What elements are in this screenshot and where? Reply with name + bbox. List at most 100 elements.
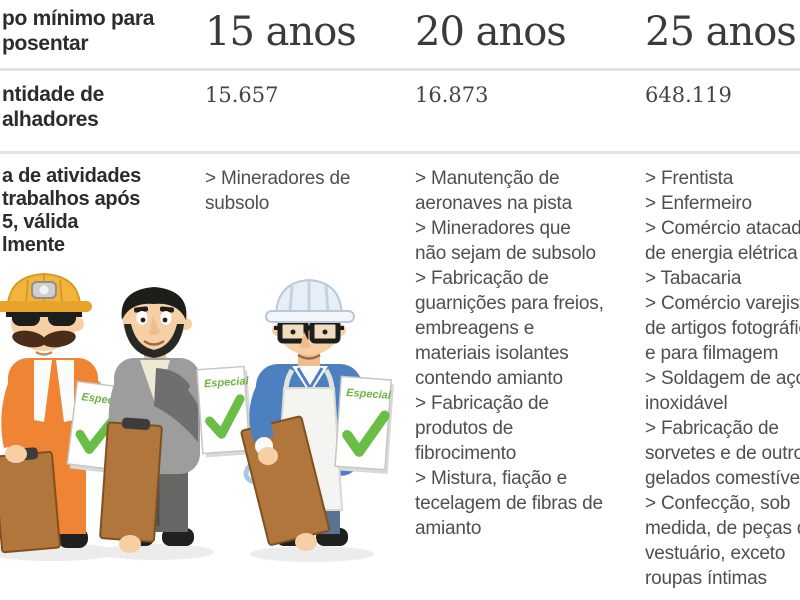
shadow [250, 546, 374, 562]
activity-item: > Soldagem de aço inoxidável [645, 366, 800, 416]
workers-count: 648.119 [645, 83, 732, 107]
activity-line: guarnições para freios, [415, 293, 604, 314]
inspector-worker-illustration: Especial [98, 287, 254, 560]
activity-item: > Frentista [645, 166, 800, 191]
activity-line: aeronaves na pista [415, 193, 572, 214]
shoe [162, 528, 194, 546]
activity-item: > Enfermeiro [645, 191, 800, 216]
activity-item: > Mineradores que não sejam de subsolo [415, 216, 604, 266]
activity-line: > Mineradores que [415, 218, 571, 239]
certificate: Especial [334, 375, 394, 474]
workers-count: 15.657 [205, 83, 279, 107]
clipboard [99, 417, 163, 543]
activity-line: > Mineradores de [205, 168, 351, 189]
activity-line: roupas íntimas [645, 568, 767, 589]
activity-line: de energia elétrica [645, 243, 798, 264]
activity-line: > Confecção, sob [645, 493, 791, 514]
activity-line: > Enfermeiro [645, 193, 752, 214]
activity-line: subsolo [205, 193, 270, 214]
activity-line: embreagens e [415, 318, 535, 339]
activity-line: não sejam de subsolo [415, 243, 596, 264]
activity-item: > Confecção, sob medida, de peças de ves… [645, 491, 800, 591]
mustache [12, 330, 76, 348]
sunglasses-icon [6, 308, 82, 326]
checkmark-icon [75, 413, 119, 454]
hand [5, 445, 27, 463]
certificate-label: Especial [346, 387, 392, 402]
label-line: a de atividades [2, 165, 141, 187]
eyebrow [159, 306, 174, 313]
activity-line: > Manutenção de [415, 168, 560, 189]
activity-line: vestuário, exceto [645, 543, 786, 564]
workers-count: 16.873 [415, 83, 489, 107]
nose [149, 316, 160, 336]
activity-line: > Comércio atacadista [645, 218, 800, 239]
activity-line: tecelagem de fibras de [415, 493, 603, 514]
activity-line: inoxidável [645, 393, 728, 414]
activity-line: > Frentista [645, 168, 734, 189]
mouth [35, 350, 53, 356]
divider-line [0, 68, 800, 71]
row-label-activities-list: a de atividades trabalhos após 5, válida… [2, 165, 141, 257]
column-header-15-anos: 15 anos [205, 9, 357, 55]
activity-line: > Comércio varejista [645, 293, 800, 314]
activity-line: > Fabricação de [645, 418, 779, 439]
activity-item: > Comércio varejista de artigos fotográf… [645, 291, 800, 366]
activity-item: > Fabricação de produtos de fibrocimento [415, 391, 604, 466]
activity-line: > Tabacaria [645, 268, 742, 289]
row-label-workers-count: ntidade de alhadores [2, 82, 104, 132]
activity-item: > Tabacaria [645, 266, 800, 291]
activity-item: > Mineradores de subsolo [205, 166, 350, 216]
activity-item: > Fabricação de guarnições para freios, … [415, 266, 604, 391]
activity-line: amianto [415, 518, 482, 539]
hair [121, 287, 187, 320]
activity-line: gelados comestíveis [645, 468, 800, 489]
left-arm [249, 376, 278, 442]
activity-line: sorvetes e de outros [645, 443, 800, 464]
mouth [297, 353, 321, 360]
apron-worker-illustration: Especial [240, 278, 394, 562]
column-header-25-anos: 25 anos [645, 9, 797, 55]
hard-hat-icon [0, 272, 92, 312]
checkmark-icon [342, 410, 390, 457]
nose [300, 332, 311, 349]
hand [295, 533, 317, 551]
activity-line: > Fabricação de [415, 393, 549, 414]
hard-hat-icon [265, 278, 355, 323]
activities-list-15-anos: > Mineradores de subsolo [205, 166, 350, 216]
row-label-minimum-time: po mínimo para posentar [2, 6, 154, 56]
activity-item: > Fabricação de sorvetes e de outros gel… [645, 416, 800, 491]
activity-line: > Fabricação de [415, 268, 549, 289]
certificate-label: Especial [204, 375, 250, 390]
left-arm [1, 368, 28, 448]
mouth [143, 339, 165, 346]
label-line: posentar [2, 32, 89, 55]
activities-list-20-anos: > Manutenção de aeronaves na pista > Min… [415, 166, 604, 541]
activity-item: > Comércio atacadista de energia elétric… [645, 216, 800, 266]
shadow [98, 544, 214, 560]
label-line: po mínimo para [2, 7, 155, 30]
divider-line [0, 151, 800, 154]
activity-line: medida, de peças de [645, 518, 800, 539]
activity-line: > Mistura, fiação e [415, 468, 567, 489]
label-line: 5, válida [2, 211, 79, 233]
eyebrow [134, 306, 149, 313]
clipboard [0, 447, 61, 554]
activity-line: fibrocimento [415, 443, 517, 464]
activity-line: > Soldagem de aço [645, 368, 800, 389]
checkmark-icon [205, 394, 245, 439]
column-header-20-anos: 20 anos [415, 9, 567, 55]
activity-line: materiais isolantes [415, 343, 569, 364]
activity-line: produtos de [415, 418, 514, 439]
label-line: ntidade de [2, 83, 105, 106]
label-line: alhadores [2, 108, 99, 131]
certificate: Especial [196, 365, 254, 458]
miner-worker-illustration: Especial [0, 272, 128, 561]
hand [258, 447, 278, 465]
hand [119, 535, 141, 553]
beard [124, 324, 184, 358]
activity-line: de artigos fotográficos [645, 318, 800, 339]
activities-list-25-anos: > Frentista > Enfermeiro > Comércio atac… [645, 166, 800, 591]
activity-item: > Manutenção de aeronaves na pista [415, 166, 604, 216]
